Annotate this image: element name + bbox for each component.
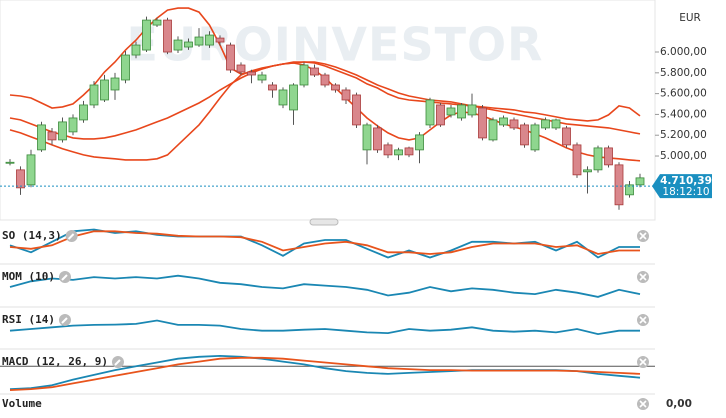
candle-body (26, 154, 36, 186)
candle-body (215, 37, 225, 43)
candle-body (593, 147, 603, 171)
candle-body (152, 19, 162, 26)
settings-icon (67, 233, 75, 240)
panel-title: MACD (12, 26, 9) (2, 355, 108, 368)
settings-icon (61, 274, 68, 281)
last-price-time: 18:12:10 (662, 186, 709, 198)
candle-body (142, 19, 151, 51)
candle-body (394, 149, 403, 156)
candle-body (247, 71, 256, 76)
indicator-line (9, 319, 640, 336)
panel-title: RSI (14) (2, 313, 55, 326)
candle-body (5, 161, 15, 164)
candle-body (205, 34, 214, 46)
candle-body (404, 147, 414, 156)
last-price-box (652, 174, 712, 199)
candle-body (446, 107, 456, 116)
candle-body (236, 64, 246, 73)
panel-title: SO (14,3) (2, 229, 62, 242)
indicator-line (9, 356, 641, 391)
candle-body (478, 107, 487, 139)
y-tick-label: 6.000,00 (660, 46, 707, 58)
indicator-line (9, 228, 640, 259)
candle-body (257, 74, 267, 81)
y-tick-label: 5.600,00 (660, 88, 707, 100)
plot-frame (0, 0, 656, 221)
candle-body (425, 99, 435, 126)
close-icon (639, 316, 647, 324)
y-tick-label: 5.000,00 (660, 150, 707, 162)
candle-body (604, 147, 613, 166)
candle-body (89, 84, 99, 106)
y-tick-label: 5.400,00 (660, 108, 707, 120)
candle-body (625, 184, 634, 196)
candle-body (278, 89, 288, 106)
candle-body (436, 104, 445, 126)
candle-body (362, 124, 372, 151)
candle-body (551, 119, 561, 129)
settings-icon (61, 317, 68, 324)
candle-body (268, 84, 277, 91)
indicator-line (9, 274, 641, 298)
candle-body (373, 127, 382, 151)
candle-body (509, 119, 519, 129)
candle-body (310, 67, 319, 76)
candle-body (331, 84, 340, 91)
currency-label: EUR (679, 12, 701, 24)
candle-body (383, 144, 393, 156)
candle-body (173, 39, 183, 51)
settings-icon (114, 359, 121, 366)
volume-value: 0,00 (666, 398, 692, 410)
candle-body (520, 124, 529, 146)
candle-body (299, 64, 309, 86)
resize-handle[interactable] (309, 218, 339, 226)
candle-body (541, 119, 550, 129)
candle-body (457, 104, 466, 119)
candle-body (79, 104, 88, 121)
panel-title: MOM (10) (2, 270, 55, 283)
candle-body (583, 169, 592, 173)
candle-body (499, 117, 508, 126)
close-icon (639, 232, 647, 240)
candle-body (37, 124, 46, 151)
candle-body (562, 127, 571, 146)
candle-body (320, 74, 330, 86)
candle-body (226, 44, 235, 71)
last-price-label: 4.710,39 (660, 175, 712, 187)
close-icon (639, 273, 647, 281)
candle-body (58, 121, 67, 141)
candle-body (16, 169, 25, 189)
candle-body (415, 134, 424, 151)
bollinger-band (9, 7, 641, 122)
candle-body (341, 89, 351, 101)
candle-body (68, 117, 78, 133)
candle-body (184, 41, 193, 48)
panel-title: Volume (2, 397, 42, 410)
candle-body (289, 84, 298, 111)
candle-body (163, 19, 172, 53)
candle-body (530, 124, 540, 151)
candle-body (614, 164, 624, 206)
candle-body (352, 94, 361, 126)
candle-body (121, 54, 130, 81)
candle-body (194, 36, 204, 46)
candle-body (572, 144, 582, 176)
candle-body (100, 79, 109, 101)
candle-body (635, 177, 645, 186)
y-tick-label: 5.800,00 (660, 67, 707, 79)
candle-body (110, 77, 120, 91)
indicator-line (9, 230, 640, 255)
candle-body (47, 131, 57, 141)
candle-body (467, 104, 477, 116)
close-icon (639, 358, 647, 366)
close-icon (639, 400, 647, 408)
candle-body (488, 119, 498, 141)
candle-body (131, 44, 141, 56)
y-tick-label: 5.200,00 (660, 129, 707, 141)
bollinger-band (9, 61, 641, 140)
